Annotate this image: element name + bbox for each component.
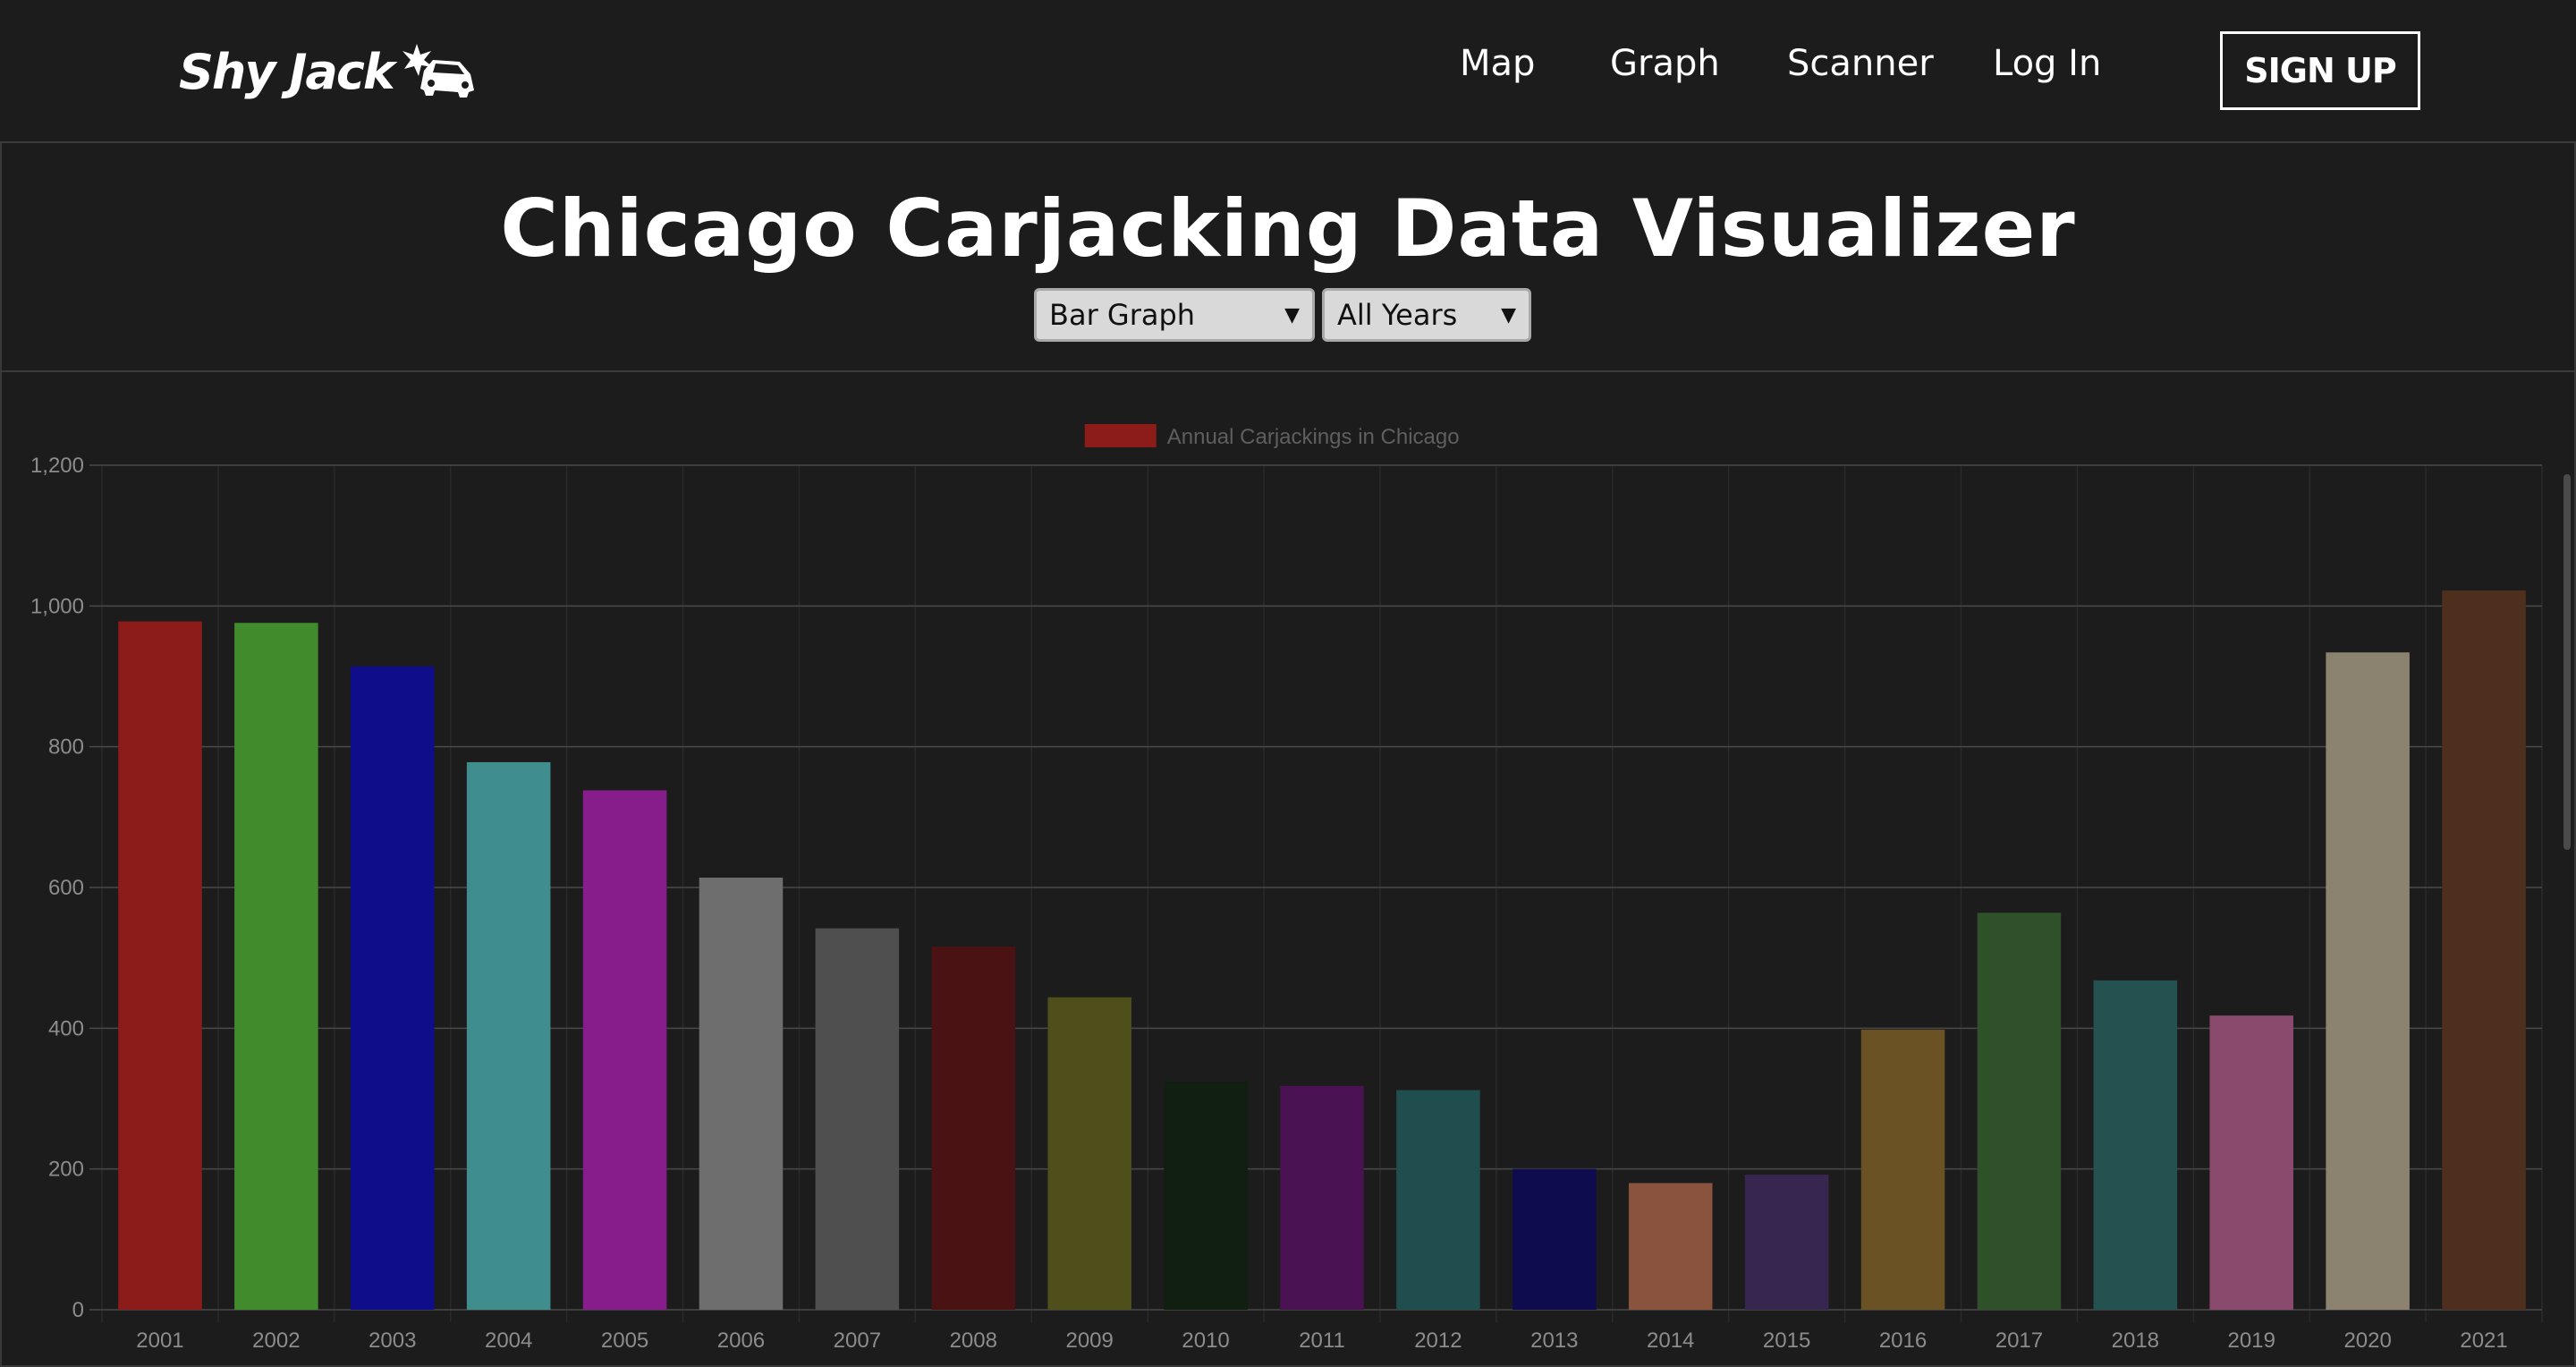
bar-2018 [2093,980,2178,1310]
x-tick-label: 2015 [1763,1329,1810,1353]
chart-type-value: Bar Graph [1049,298,1196,332]
x-tick-label: 2016 [1879,1329,1927,1353]
bar-2007 [815,928,900,1310]
x-tick-label: 2014 [1647,1329,1694,1353]
signup-button[interactable]: SIGN UP [2220,31,2420,110]
chevron-down-icon: ▼ [1501,303,1516,327]
y-tick-label: 200 [48,1158,84,1182]
bar-2014 [1628,1183,1713,1310]
y-tick-label: 1,000 [30,594,84,618]
page-title: Chicago Carjacking Data Visualizer [500,183,2076,275]
bar-2009 [1047,997,1131,1310]
x-tick-label: 2009 [1065,1329,1113,1353]
bar-2006 [699,877,784,1310]
x-tick-label: 2002 [252,1329,300,1353]
bar-2017 [1977,913,2062,1310]
logo[interactable]: Shy Jack [179,36,478,107]
legend-label: Annual Carjackings in Chicago [1167,425,1460,449]
bar-2013 [1513,1168,1597,1310]
bar-2008 [931,947,1016,1310]
x-tick-label: 2006 [717,1329,765,1353]
scrollbar-thumb[interactable] [2563,474,2571,850]
bar-2001 [118,621,202,1310]
year-value: All Years [1337,298,1458,332]
bar-2012 [1396,1090,1480,1310]
nav-link-map[interactable]: Map [1460,43,1536,84]
chevron-down-icon: ▼ [1284,303,1300,327]
y-tick-label: 400 [48,1016,84,1040]
bar-2002 [234,623,318,1310]
nav-link-scanner[interactable]: Scanner [1787,43,1934,84]
nav-link-graph[interactable]: Graph [1610,43,1720,84]
chart-type-select[interactable]: Bar Graph ▼ [1034,288,1315,342]
legend-swatch [1084,424,1157,447]
year-select[interactable]: All Years ▼ [1322,288,1531,342]
bar-2021 [2442,590,2526,1310]
y-tick-label: 600 [48,876,84,900]
logo-text: Shy Jack [179,43,395,100]
x-tick-label: 2021 [2460,1329,2507,1353]
x-tick-label: 2005 [601,1329,648,1353]
bar-2004 [466,761,551,1310]
x-tick-label: 2019 [2228,1329,2275,1353]
x-tick-label: 2008 [950,1329,997,1353]
visualizer-header: Chicago Carjacking Data Visualizer Bar G… [0,143,2576,372]
bar-2015 [1744,1174,1829,1310]
y-tick-label: 0 [72,1298,84,1322]
bar-2016 [1860,1029,1945,1310]
bar-2005 [582,790,667,1310]
x-tick-label: 2011 [1299,1329,1345,1353]
y-tick-label: 800 [48,735,84,760]
x-tick-label: 2012 [1414,1329,1462,1353]
bar-2010 [1164,1082,1248,1310]
bar-2003 [350,666,435,1310]
x-tick-label: 2001 [136,1329,183,1353]
nav-link-login[interactable]: Log In [1993,43,2102,84]
bar-2011 [1280,1085,1364,1310]
x-tick-label: 2020 [2343,1329,2391,1353]
x-tick-label: 2017 [1996,1329,2043,1353]
x-tick-label: 2010 [1182,1329,1229,1353]
x-tick-label: 2013 [1530,1329,1578,1353]
bar-2019 [2209,1015,2294,1310]
bar-2020 [2326,652,2410,1310]
x-tick-label: 2007 [834,1329,881,1353]
y-tick-label: 1,200 [30,454,84,478]
car-crash-icon [402,44,474,98]
navbar: Shy Jack Map Graph Scanner Log In SIGN U… [0,0,2576,143]
x-tick-label: 2004 [485,1329,532,1353]
x-tick-label: 2018 [2112,1329,2159,1353]
bar-chart: 0 200 400 600 800 1,000 1,200 2001 2002 2003 2004 2… [30,424,2543,1353]
bar-chart-container: 0 200 400 600 800 1,000 1,200 2001 2002 2003 2004 2… [0,374,2576,1367]
x-tick-label: 2003 [369,1329,416,1353]
